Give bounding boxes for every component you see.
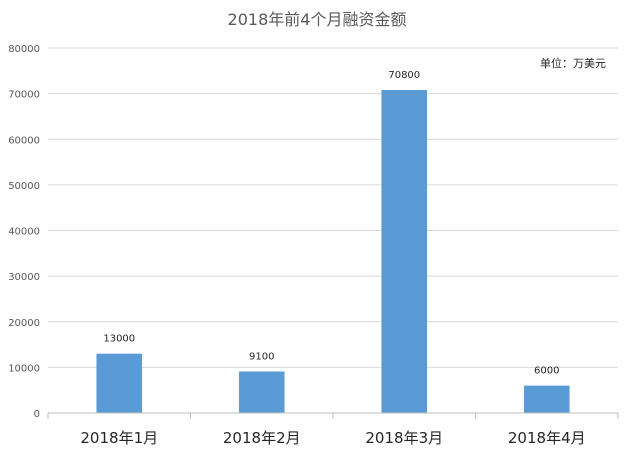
chart-title: 2018年前4个月融资金额 bbox=[228, 10, 407, 29]
y-tick-label: 50000 bbox=[8, 181, 40, 192]
y-tick-label: 30000 bbox=[8, 272, 40, 283]
bar bbox=[238, 371, 285, 413]
data-label: 13000 bbox=[103, 334, 135, 345]
y-tick-label: 60000 bbox=[8, 135, 40, 146]
gridlines bbox=[48, 47, 618, 368]
y-tick-label: 70000 bbox=[8, 90, 40, 101]
data-labels: 13000 9100 70800 6000 bbox=[103, 70, 559, 377]
y-tick-label: 0 bbox=[34, 409, 40, 420]
bars bbox=[96, 89, 570, 413]
x-tick-label: 2018年1月 bbox=[80, 429, 158, 447]
y-tick-label: 80000 bbox=[8, 44, 40, 55]
x-tick-label: 2018年2月 bbox=[223, 429, 301, 447]
data-label: 70800 bbox=[388, 70, 420, 81]
y-tick-label: 40000 bbox=[8, 227, 40, 238]
bar bbox=[523, 385, 570, 413]
x-tick-label: 2018年3月 bbox=[365, 429, 443, 447]
data-label: 6000 bbox=[534, 366, 559, 377]
data-label: 9100 bbox=[249, 351, 274, 362]
y-axis: 0 10000 20000 30000 40000 50000 60000 70000 8000… bbox=[8, 44, 40, 420]
bar bbox=[381, 89, 428, 413]
unit-note: 单位：万美元 bbox=[540, 56, 606, 70]
y-tick-label: 10000 bbox=[8, 363, 40, 374]
x-axis: 2018年1月 2018年2月 2018年3月 2018年4月 bbox=[47, 412, 619, 447]
y-tick-label: 20000 bbox=[8, 318, 40, 329]
bar bbox=[96, 353, 143, 413]
x-tick-label: 2018年4月 bbox=[508, 429, 586, 447]
